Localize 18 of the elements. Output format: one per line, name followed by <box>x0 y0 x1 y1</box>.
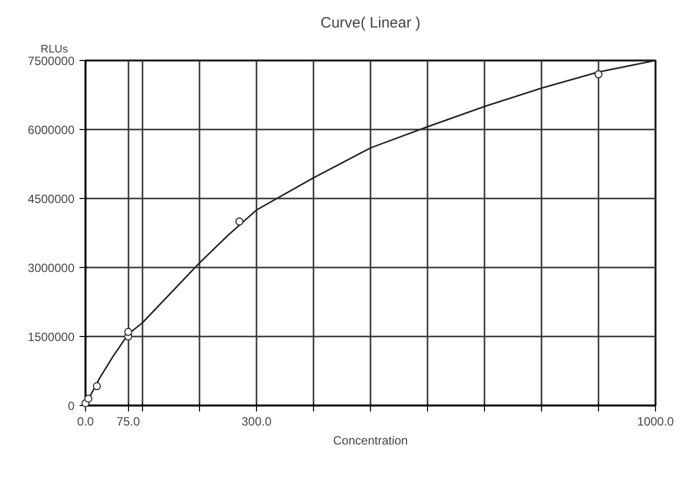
y-tick-label: 7500000 <box>28 54 75 68</box>
x-tick-label: 1000.0 <box>637 414 674 428</box>
x-axis-title: Concentration <box>333 434 408 448</box>
point <box>235 218 244 226</box>
y-tick-label: 4500000 <box>28 192 75 206</box>
point <box>594 70 602 78</box>
x-tick-label: 75.0 <box>116 414 140 428</box>
y-tick-label: 0 <box>68 399 75 413</box>
x-tick-label: 300.0 <box>241 414 272 428</box>
point <box>92 382 101 390</box>
x-tick-label: 0.0 <box>77 414 94 428</box>
y-tick-label: 3000000 <box>28 261 75 275</box>
point <box>124 328 132 336</box>
y-axis-title: RLUs <box>40 44 69 56</box>
point <box>84 394 92 403</box>
y-tick-label: 6000000 <box>28 123 75 137</box>
y-tick-label: 1500000 <box>28 330 75 344</box>
chart-title: Curve( Linear ) <box>320 14 421 32</box>
